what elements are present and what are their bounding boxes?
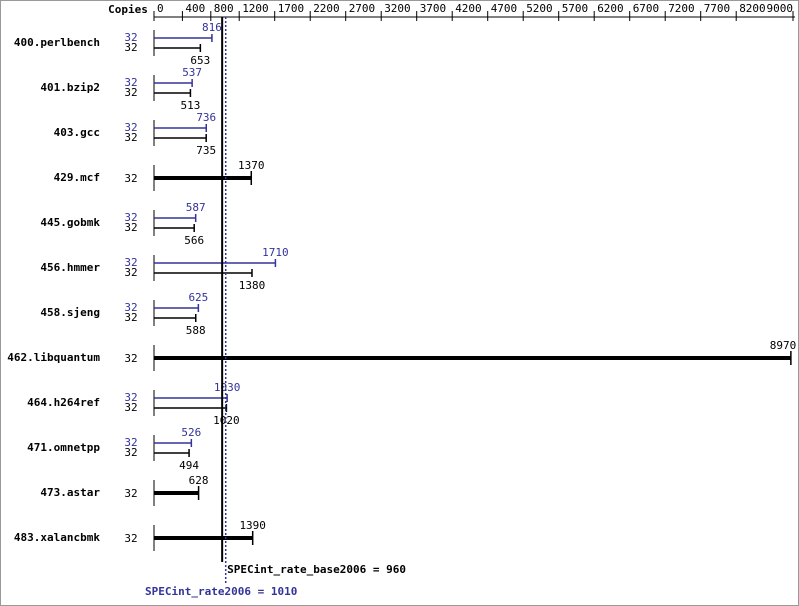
x-tick-label: 0 [157, 2, 164, 15]
benchmark-name: 464.h264ref [27, 396, 100, 409]
copies: 32 [124, 301, 137, 314]
copies: 32 [124, 131, 137, 144]
copies: 32 [124, 256, 137, 269]
reference-label: SPECint_rate2006 = 1010 [145, 585, 297, 598]
copies: 32 [124, 86, 137, 99]
value-label: 1710 [262, 246, 289, 259]
x-tick-label: 8200 [739, 2, 766, 15]
value-label: 735 [196, 144, 216, 157]
value-label: 526 [181, 426, 201, 439]
benchmark-name: 401.bzip2 [40, 81, 100, 94]
value-label: 1020 [213, 414, 240, 427]
benchmark-name: 456.hmmer [40, 261, 100, 274]
copies: 32 [124, 446, 137, 459]
x-tick-label: 1700 [278, 2, 305, 15]
benchmark-name: 462.libquantum [7, 351, 100, 364]
benchmark-name: 400.perlbench [14, 36, 100, 49]
value-label: 1390 [239, 519, 266, 532]
benchmark-name: 473.astar [40, 486, 100, 499]
copies: 32 [124, 121, 137, 134]
copies: 32 [124, 31, 137, 44]
x-tick-label: 2700 [349, 2, 376, 15]
value-label: 653 [190, 54, 210, 67]
value-label: 816 [202, 21, 222, 34]
copies: 32 [124, 311, 137, 324]
copies: 32 [124, 76, 137, 89]
x-tick-label: 800 [214, 2, 234, 15]
value-label: 1370 [238, 159, 265, 172]
copies: 32 [124, 487, 137, 500]
copies: 32 [124, 391, 137, 404]
value-label: 537 [182, 66, 202, 79]
value-label: 588 [186, 324, 206, 337]
x-tick-label: 5200 [526, 2, 553, 15]
copies: 32 [124, 352, 137, 365]
copies: 32 [124, 401, 137, 414]
benchmark-name: 483.xalancbmk [14, 531, 100, 544]
value-label: 628 [189, 474, 209, 487]
x-tick-label: 7700 [704, 2, 731, 15]
x-tick-label: 9000 [767, 2, 794, 15]
value-label: 625 [188, 291, 208, 304]
value-label: 513 [180, 99, 200, 112]
value-label: 587 [186, 201, 206, 214]
value-label: 1030 [214, 381, 241, 394]
x-tick-label: 3200 [384, 2, 411, 15]
value-label: 8970 [770, 339, 797, 352]
benchmark-name: 429.mcf [54, 171, 100, 184]
value-label: 566 [184, 234, 204, 247]
benchmark-name: 445.gobmk [40, 216, 100, 229]
x-tick-label: 7200 [668, 2, 695, 15]
benchmark-name: 471.omnetpp [27, 441, 100, 454]
reference-label: SPECint_rate_base2006 = 960 [227, 563, 406, 576]
copies-header: Copies [108, 3, 148, 16]
x-tick-label: 6700 [633, 2, 660, 15]
value-label: 494 [179, 459, 199, 472]
x-tick-label: 4700 [491, 2, 518, 15]
copies: 32 [124, 221, 137, 234]
x-tick-label: 5700 [562, 2, 589, 15]
copies: 32 [124, 211, 137, 224]
x-tick-label: 3700 [420, 2, 447, 15]
x-tick-label: 4200 [455, 2, 482, 15]
copies: 32 [124, 266, 137, 279]
copies: 32 [124, 532, 137, 545]
x-tick-label: 1200 [242, 2, 269, 15]
x-tick-label: 6200 [597, 2, 624, 15]
benchmark-name: 458.sjeng [40, 306, 100, 319]
copies: 32 [124, 436, 137, 449]
benchmark-name: 403.gcc [54, 126, 100, 139]
x-tick-label: 2200 [313, 2, 340, 15]
value-label: 736 [196, 111, 216, 124]
value-label: 1380 [239, 279, 266, 292]
x-tick-label: 400 [185, 2, 205, 15]
copies: 32 [124, 172, 137, 185]
copies: 32 [124, 41, 137, 54]
